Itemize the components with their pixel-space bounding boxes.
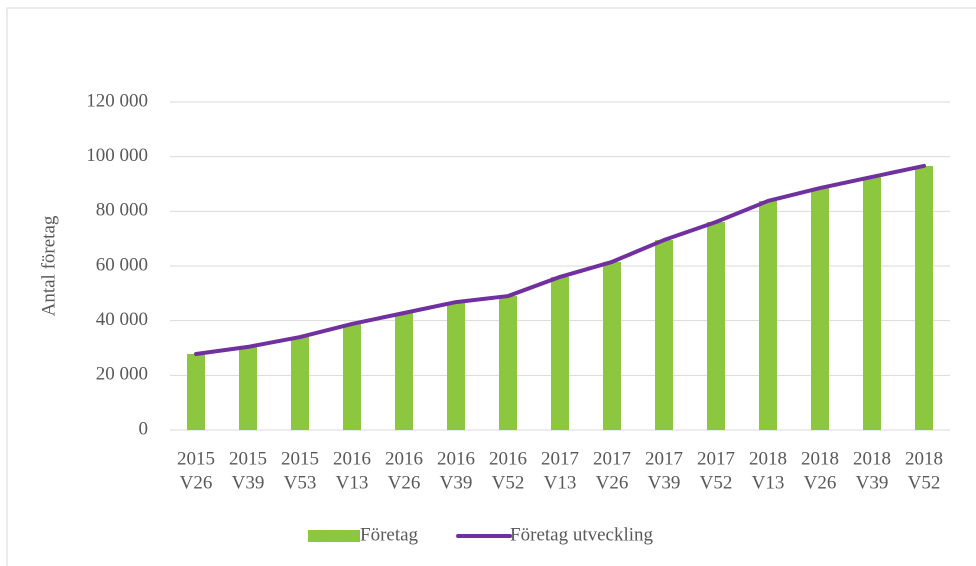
x-tick-label: V26 [804,472,837,493]
x-tick-label: V52 [492,472,525,493]
x-tick-label: 2016 [385,448,423,469]
bar [499,296,517,430]
x-tick-label: V26 [180,472,213,493]
x-tick-label: V39 [648,472,681,493]
x-tick-label: 2015 [281,448,319,469]
x-tick-label: 2018 [749,448,787,469]
x-tick-label: V13 [336,472,369,493]
legend-swatch [308,530,360,542]
bar [759,200,777,430]
x-tick-label: V52 [700,472,733,493]
x-tick-label: 2018 [853,448,891,469]
x-tick-label: V13 [544,472,577,493]
bar [395,313,413,430]
bar [187,354,205,430]
bar [239,346,257,430]
bar [551,276,569,430]
x-tick-label: 2017 [697,448,735,469]
bar [447,302,465,430]
y-tick-label: 120 000 [86,90,148,111]
x-tick-label: V39 [232,472,265,493]
x-tick-label: V52 [908,472,941,493]
x-tick-label: 2015 [229,448,267,469]
y-tick-label: 40 000 [96,309,148,330]
x-tick-label: V53 [284,472,317,493]
x-tick-label: 2016 [333,448,371,469]
line [194,163,926,357]
bar [291,337,309,430]
x-tick-label: 2016 [437,448,475,469]
bar [655,240,673,430]
bar [343,323,361,430]
frame [6,7,976,566]
bar [863,176,881,430]
bar [707,221,725,430]
x-tick-label: 2018 [801,448,839,469]
x-tick-label: 2017 [645,448,683,469]
x-tick-label: V39 [856,472,889,493]
y-tick-label: 20 000 [96,364,148,385]
bar [915,165,933,430]
x-tick-label: 2017 [593,448,631,469]
x-tick-label: V26 [388,472,421,493]
y-axis-label: Antal företag [38,215,59,316]
y-tick-label: 100 000 [86,145,148,166]
y-tick-label: 0 [139,418,149,439]
y-tick-label: 60 000 [96,254,148,275]
x-tick-label: 2018 [905,448,943,469]
legend-label: Företag utveckling [510,524,653,545]
x-tick-label: V39 [440,472,473,493]
legend-label: Företag [360,524,419,545]
bar [811,188,829,430]
x-tick-label: 2015 [177,448,215,469]
x-tick-label: V26 [596,472,629,493]
x-tick-label: 2016 [489,448,527,469]
x-tick-label: 2017 [541,448,579,469]
x-tick-label: V13 [752,472,785,493]
y-tick-label: 80 000 [96,200,148,221]
bar [603,261,621,430]
